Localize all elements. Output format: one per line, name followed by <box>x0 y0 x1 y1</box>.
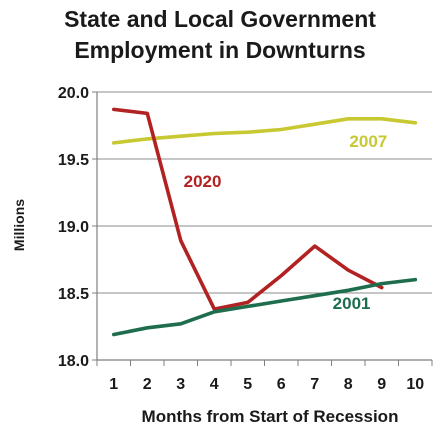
chart-title-line-2: Employment in Downturns <box>74 37 366 63</box>
x-tick-label: 9 <box>377 376 386 393</box>
series-label-2020: 2020 <box>184 172 222 191</box>
series-label-2007: 2007 <box>349 132 387 151</box>
x-tick-label: 1 <box>109 376 118 393</box>
x-tick-label: 2 <box>143 376 152 393</box>
series-labels: 2007 2020 2001 <box>184 132 388 313</box>
x-tick-label: 6 <box>277 376 286 393</box>
x-tick-label: 7 <box>310 376 319 393</box>
chart-title-line-1: State and Local Government <box>64 6 376 32</box>
x-tick-label: 3 <box>176 376 185 393</box>
y-axis-title: Millions <box>11 199 27 251</box>
series-line-2020 <box>112 107 384 311</box>
y-tick-label: 20.0 <box>58 85 89 102</box>
y-tick-label: 18.0 <box>58 353 89 370</box>
gridlines <box>97 91 432 294</box>
x-tick-label: 10 <box>406 376 424 393</box>
x-tick-label: 4 <box>210 376 219 393</box>
series-line-2007 <box>112 117 418 145</box>
y-tick-label: 18.5 <box>58 286 89 303</box>
y-tick-label: 19.5 <box>58 152 89 169</box>
series-lines <box>112 107 418 337</box>
series-label-2001: 2001 <box>333 294 371 313</box>
x-tick-label: 5 <box>243 376 252 393</box>
x-axis-title: Months from Start of Recession <box>142 407 399 426</box>
axes: 18.0 18.5 19.0 19.5 20.0 1 2 3 4 5 6 7 8 9 10 <box>58 85 433 393</box>
x-tick-label: 8 <box>344 376 353 393</box>
series-line-2001 <box>112 277 418 337</box>
y-tick-label: 19.0 <box>58 219 89 236</box>
